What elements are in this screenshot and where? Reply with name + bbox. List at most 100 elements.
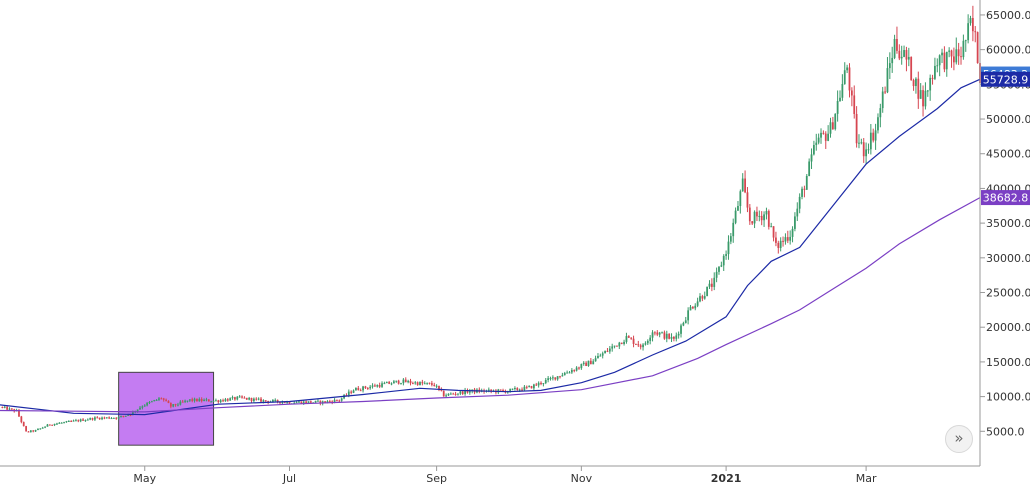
candle-body (298, 401, 300, 403)
candle-body (580, 364, 583, 369)
candle-body (767, 211, 770, 227)
candle-body (796, 208, 799, 217)
candle-body (449, 393, 452, 395)
candle-body (822, 132, 825, 134)
candle-body (960, 56, 962, 58)
candle-body (124, 415, 127, 417)
candle-body (950, 50, 953, 57)
candle-body (264, 400, 267, 402)
candle-body (139, 407, 141, 410)
candle-body (658, 332, 661, 335)
candle-body (212, 400, 215, 402)
candle-body (238, 396, 241, 398)
candle-body (252, 398, 255, 402)
candle-body (915, 78, 917, 87)
candle-body (46, 424, 49, 427)
candle-body (331, 401, 334, 403)
candle-body (613, 345, 616, 347)
candle-body (103, 417, 106, 419)
candle-body (570, 370, 573, 373)
candle-body (893, 38, 896, 58)
candle-body (568, 372, 571, 374)
candle-body (725, 254, 728, 256)
candle-body (53, 423, 56, 426)
candle-body (423, 383, 426, 385)
candle-body (668, 333, 671, 339)
x-tick-label: Jul (282, 472, 296, 485)
candle-body (777, 242, 780, 248)
candle-body (867, 149, 870, 151)
candle-body (525, 386, 528, 388)
candle-body (779, 240, 782, 248)
candle-body (426, 382, 429, 384)
scroll-to-latest-button[interactable]: » (945, 425, 973, 453)
candle-body (537, 382, 540, 386)
candle-body (509, 388, 512, 392)
candle-body (905, 50, 908, 60)
candle-body (181, 401, 184, 403)
candle-body (210, 401, 213, 403)
candle-body (514, 387, 516, 389)
candle-body (962, 40, 965, 58)
candle-body (782, 240, 784, 242)
candle-body (535, 384, 538, 386)
candle-body (701, 296, 704, 299)
candle-body (829, 122, 832, 134)
candle-body (243, 397, 246, 399)
candle-body (952, 56, 955, 63)
candle-body (874, 130, 877, 141)
candle-body (955, 49, 958, 63)
candle-body (127, 414, 130, 416)
candle-body (404, 379, 407, 383)
candle-body (98, 417, 101, 420)
candle-body (563, 372, 566, 376)
candle-body (148, 402, 151, 404)
candle-body (794, 216, 796, 229)
candle-body (217, 400, 220, 402)
candle-body (428, 382, 431, 384)
candle-body (274, 399, 277, 401)
candle-body (891, 57, 894, 64)
candle-body (689, 306, 692, 311)
candle-body (753, 211, 756, 224)
candle-body (411, 383, 414, 385)
y-tick-label: 35000.0 (986, 217, 1030, 230)
candle-body (141, 406, 144, 408)
candle-body (801, 188, 803, 197)
candle-body (559, 376, 561, 378)
candle-body (608, 348, 611, 352)
candle-body (226, 399, 229, 401)
candle-body (945, 51, 948, 70)
x-tick-label: May (133, 472, 156, 485)
candle-body (943, 52, 946, 70)
y-tick-label: 10000.0 (986, 391, 1030, 404)
candle-body (888, 63, 891, 69)
candle-body (364, 386, 367, 389)
candle-body (82, 419, 84, 421)
candle-body (561, 375, 564, 377)
candle-body (720, 265, 723, 267)
candle-body (215, 400, 217, 402)
candle-body (843, 70, 846, 84)
candle-body (328, 401, 331, 403)
candle-body (362, 386, 364, 391)
candle-body (831, 122, 834, 130)
candle-body (877, 117, 879, 131)
candle-body (540, 382, 542, 385)
candle-body (957, 49, 960, 57)
candle-body (974, 31, 977, 33)
candle-body (848, 67, 851, 91)
candle-body (611, 346, 614, 349)
candle-body (834, 113, 837, 130)
candle-body (32, 430, 35, 432)
candle-body (934, 65, 936, 79)
x-tick-label: Mar (856, 472, 877, 485)
y-tick-label: 20000.0 (986, 321, 1030, 334)
y-tick-label: 50000.0 (986, 113, 1030, 126)
candle-body (324, 401, 326, 403)
x-tick-label: Nov (571, 472, 593, 485)
candle-body (734, 210, 737, 223)
candle-body (262, 400, 265, 402)
candle-body (409, 380, 412, 384)
